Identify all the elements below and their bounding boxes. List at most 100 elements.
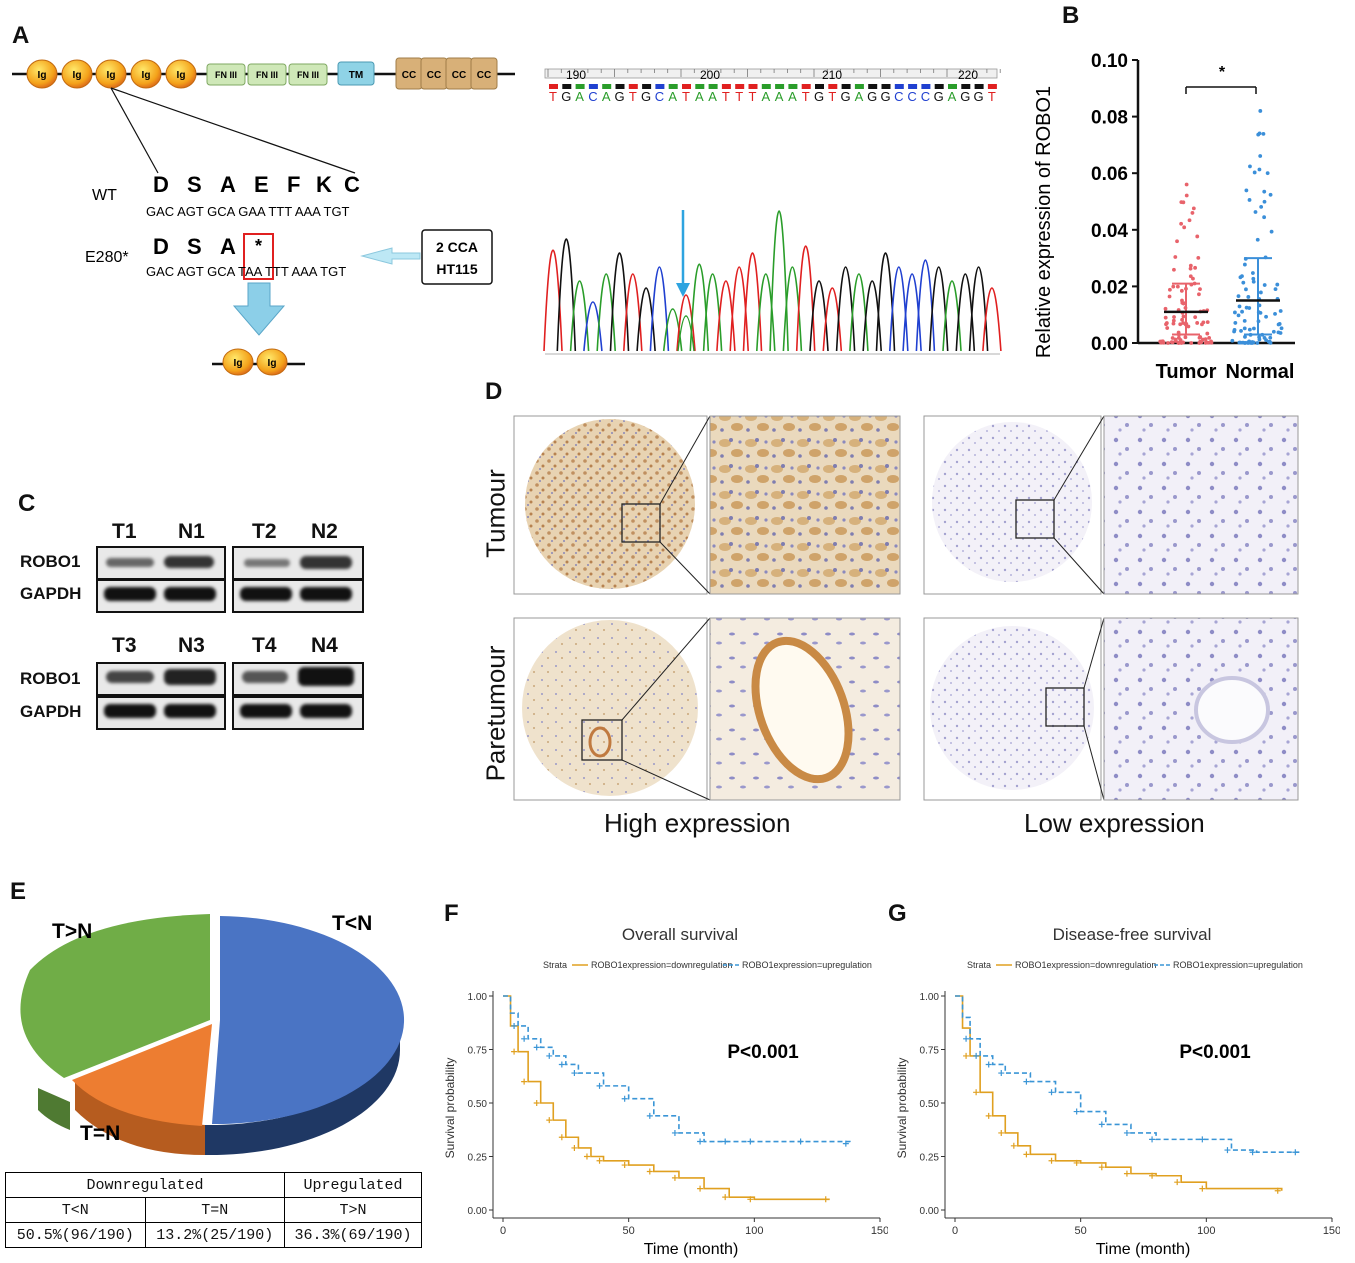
cc-domain-2: CC	[420, 57, 448, 90]
band	[164, 556, 214, 568]
censor-mark	[558, 1061, 565, 1068]
data-point	[1255, 341, 1260, 345]
base-call: G	[641, 89, 651, 104]
data-point	[1176, 335, 1181, 340]
data-point	[1275, 282, 1280, 287]
lane-n2: N2	[311, 520, 338, 543]
data-point	[1251, 279, 1256, 284]
ig-domain-label: Ig	[73, 70, 82, 81]
base-call: A	[602, 89, 611, 104]
ig-domain-2: Ig	[61, 59, 93, 89]
data-point	[1230, 338, 1235, 343]
data-point	[1264, 314, 1268, 319]
pie-slice-t-eq-n	[72, 1024, 212, 1126]
data-point	[1251, 276, 1256, 281]
lane-n3: N3	[178, 634, 205, 657]
data-point	[1188, 266, 1193, 271]
base-call: T	[735, 89, 743, 104]
censor-mark	[747, 1196, 754, 1203]
chromatogram-peak	[556, 238, 577, 352]
base-quality-marker	[868, 84, 878, 89]
data-point	[1278, 309, 1283, 313]
ig-domain-4: Ig	[130, 59, 162, 89]
data-point	[1187, 218, 1192, 223]
km-chart-overall-survival: Overall survival Strata ROBO1expression=…	[443, 925, 888, 1258]
censor-mark	[1224, 1147, 1231, 1154]
chromatogram-peak	[809, 280, 829, 352]
data-point	[1253, 210, 1258, 214]
data-point	[1193, 265, 1198, 270]
base-call: A	[788, 89, 797, 104]
censor-mark	[596, 1082, 603, 1089]
base-quality-marker	[615, 84, 625, 89]
truncated-ig-label: Ig	[234, 358, 243, 369]
base-call: T	[722, 89, 730, 104]
base-call: G	[841, 89, 851, 104]
y-tick-label: 0.75	[920, 1046, 940, 1057]
censor-mark	[1123, 1170, 1130, 1177]
data-point	[1278, 331, 1283, 335]
row-gapdh: GAPDH	[20, 702, 82, 721]
ig-domain-label: Ig	[107, 70, 116, 81]
data-point	[1243, 334, 1247, 339]
data-point	[1257, 131, 1262, 136]
row-robo1: ROBO1	[20, 552, 81, 571]
base-call: T	[629, 89, 637, 104]
ig-domain-label: Ig	[142, 70, 151, 81]
x-tick-label: 0	[500, 1225, 506, 1237]
seq-tick-190: 190	[566, 68, 586, 82]
band	[104, 704, 156, 718]
censor-mark	[973, 1089, 980, 1096]
data-point	[1244, 188, 1249, 193]
base-quality-marker	[961, 84, 971, 89]
table-cell: 50.5%(96/190)	[5, 1222, 146, 1248]
cc-domain-4: CC	[470, 57, 498, 90]
wt-label: WT	[92, 187, 117, 204]
censor-mark	[511, 1022, 518, 1029]
table-cell: 36.3%(69/190)	[284, 1222, 422, 1248]
base-call: C	[921, 89, 930, 104]
wt-aa-3: E	[254, 172, 269, 197]
censor-mark	[697, 1138, 704, 1145]
data-point	[1175, 239, 1179, 244]
chromatogram-peak	[928, 266, 949, 352]
th-downregulated: Downregulated	[5, 1172, 285, 1198]
base-call: G	[960, 89, 970, 104]
chromatogram-peak	[623, 273, 643, 352]
pie-slice-t-lt-n	[212, 916, 405, 1125]
ihc-zoom-tumour-low	[1103, 415, 1299, 595]
chromatogram-peak	[756, 273, 776, 352]
chromatogram-peak	[677, 315, 695, 352]
data-point	[1262, 199, 1267, 204]
category-tumor: Tumor	[1156, 361, 1217, 383]
mut-codons-post: TTT AAA TGT	[262, 264, 347, 279]
censor-mark	[671, 1174, 678, 1181]
y-tick-label: 0.25	[920, 1153, 940, 1164]
censor-mark	[1023, 1078, 1030, 1085]
y-tick-label: 1.00	[468, 992, 488, 1003]
chromatogram-peak	[636, 287, 656, 352]
km-curve-downregulation	[955, 995, 1283, 1191]
x-tick-label: 50	[623, 1225, 635, 1237]
band	[300, 556, 352, 569]
th-t-gt-n: T>N	[284, 1197, 422, 1223]
band	[242, 671, 288, 683]
data-point	[1207, 335, 1212, 340]
data-point	[1238, 275, 1243, 280]
data-point	[1158, 339, 1163, 344]
x-tick-label: 150	[871, 1225, 888, 1237]
data-point	[1250, 271, 1255, 275]
data-point	[1170, 336, 1175, 340]
th-upregulated: Upregulated	[284, 1172, 422, 1198]
wt-aa-4: F	[287, 172, 300, 197]
base-quality-marker	[575, 84, 585, 89]
data-point	[1204, 340, 1209, 345]
down-arrow-icon	[232, 282, 286, 336]
y-tick-label: 0.08	[1091, 108, 1128, 129]
data-point	[1181, 200, 1186, 205]
data-point	[1163, 306, 1168, 311]
km-g-ylabel: Survival probability	[895, 1058, 909, 1159]
data-point	[1244, 287, 1248, 292]
y-tick-label: 0.50	[920, 1099, 940, 1110]
